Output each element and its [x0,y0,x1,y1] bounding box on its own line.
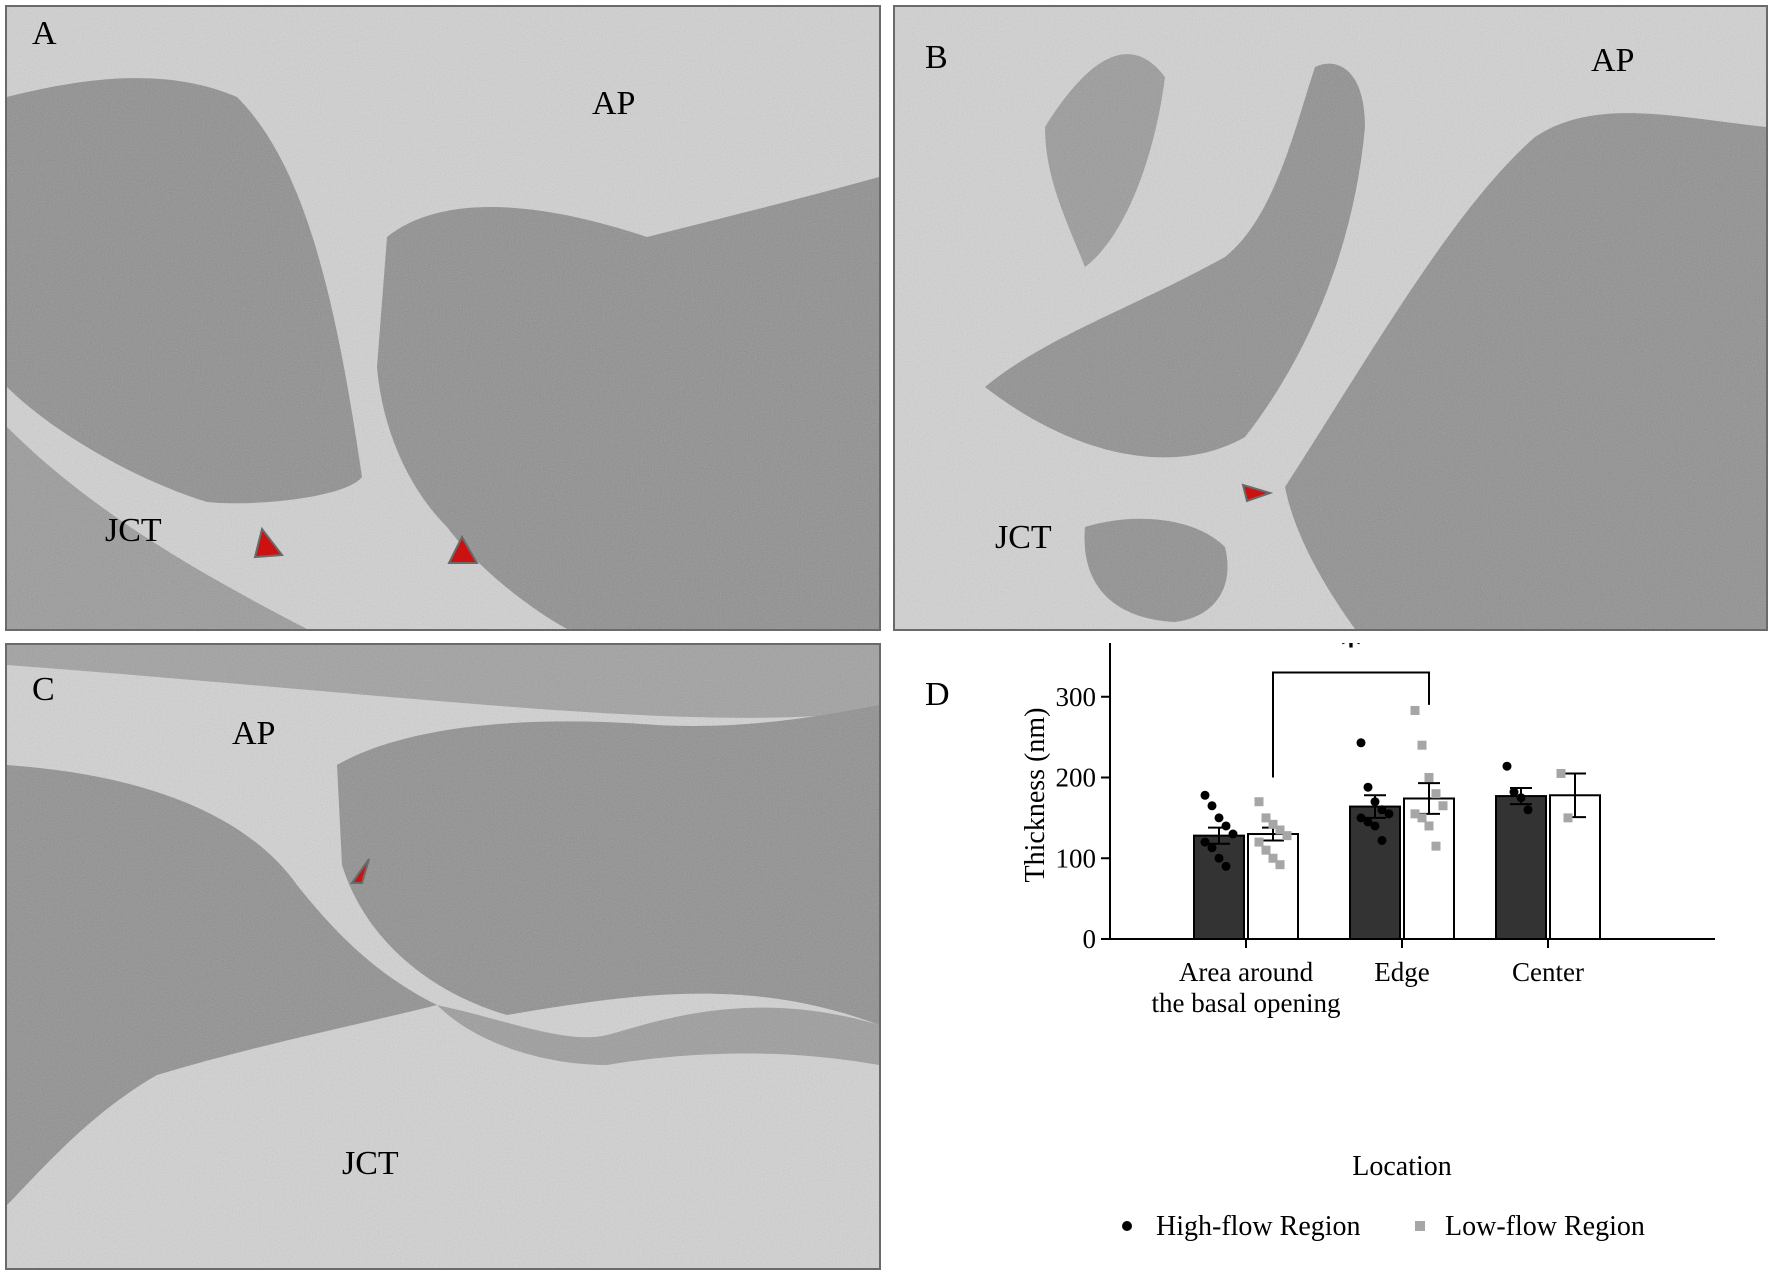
micrograph-b-image [895,7,1766,629]
significance-bracket [1272,671,1430,778]
data-point-high-flow [1523,805,1533,815]
data-point-high-flow [1363,817,1373,827]
data-point-low-flow [1261,813,1271,823]
micrograph-c-image [7,645,879,1268]
data-point-high-flow [1509,787,1519,797]
panel-c-jct-label: JCT [342,1145,399,1182]
micrograph-panel-b: B AP JCT [893,5,1768,631]
y-axis-label: Thickness (nm) [1020,708,1051,883]
x-tick-label: Center [1512,957,1584,987]
y-tick-label: 300 [1056,682,1097,712]
bar-low-flow [1549,794,1601,940]
data-point-high-flow [1207,801,1217,811]
panel-b-jct-label: JCT [995,519,1052,556]
micrograph-panel-a: A AP JCT [5,5,881,631]
data-point-low-flow [1410,705,1420,715]
bar-low-flow [1247,833,1299,940]
significance-marker: * [1341,643,1362,669]
data-point-high-flow [1377,835,1387,845]
data-point-low-flow [1424,773,1434,782]
x-axis-label: Location [1352,1151,1452,1182]
data-point-low-flow [1268,819,1278,829]
data-point-high-flow [1377,805,1387,815]
legend: High-flow Region Low-flow Region [1122,1211,1645,1242]
x-tick-label: Area around [1179,957,1314,987]
data-point-high-flow [1502,761,1512,771]
y-tick-label: 200 [1056,763,1097,793]
data-point-low-flow [1431,789,1441,799]
micrograph-panel-c: C AP JCT [5,643,881,1270]
panel-c-ap-label: AP [232,715,276,752]
y-tick-label: 0 [1083,924,1097,954]
legend-low-flow-marker [1415,1221,1425,1231]
panel-a-label: A [32,15,57,52]
panel-d-label: D [925,676,950,713]
data-point-high-flow [1221,861,1231,871]
data-point-high-flow [1214,813,1224,823]
data-point-high-flow [1370,821,1380,831]
x-tick-label: the basal opening [1152,988,1341,1018]
bar-low-flow [1403,797,1455,940]
data-point-high-flow [1516,793,1526,803]
data-point-low-flow [1556,768,1566,778]
data-point-low-flow [1261,845,1271,855]
data-point-low-flow [1275,860,1285,870]
data-point-low-flow [1275,825,1285,835]
bar-high-flow [1495,795,1547,940]
data-point-low-flow [1431,841,1441,851]
panel-b-ap-label: AP [1591,42,1635,79]
panel-a-jct-label: JCT [105,512,162,549]
data-point-high-flow [1214,853,1224,863]
data-point-low-flow [1254,797,1264,807]
panel-b-label: B [925,39,948,76]
data-point-low-flow [1424,821,1434,831]
micrograph-a-image [7,7,879,629]
data-point-low-flow [1563,813,1573,823]
panel-c-label: C [32,671,55,708]
data-point-high-flow [1221,821,1231,831]
data-point-low-flow [1254,837,1264,847]
data-point-low-flow [1417,740,1427,750]
legend-high-flow-marker [1122,1221,1132,1231]
data-point-low-flow [1410,809,1420,819]
y-tick-label: 100 [1056,843,1097,873]
data-point-low-flow [1417,813,1427,823]
data-point-high-flow [1370,797,1380,807]
data-point-low-flow [1268,853,1278,863]
data-point-high-flow [1363,782,1373,792]
data-point-high-flow [1200,837,1210,847]
data-point-high-flow [1356,813,1366,823]
x-tick-label: Edge [1374,957,1429,987]
data-point-high-flow [1207,843,1217,853]
data-point-low-flow [1438,801,1448,811]
bar-high-flow [1193,834,1245,940]
panel-a-ap-label: AP [592,85,636,122]
data-point-low-flow [1282,831,1292,841]
data-point-high-flow [1356,738,1366,748]
legend-low-flow-label: Low-flow Region [1445,1211,1645,1242]
data-point-high-flow [1200,790,1210,800]
data-point-high-flow [1228,829,1238,839]
data-point-high-flow [1384,809,1394,819]
legend-high-flow-label: High-flow Region [1156,1211,1361,1242]
